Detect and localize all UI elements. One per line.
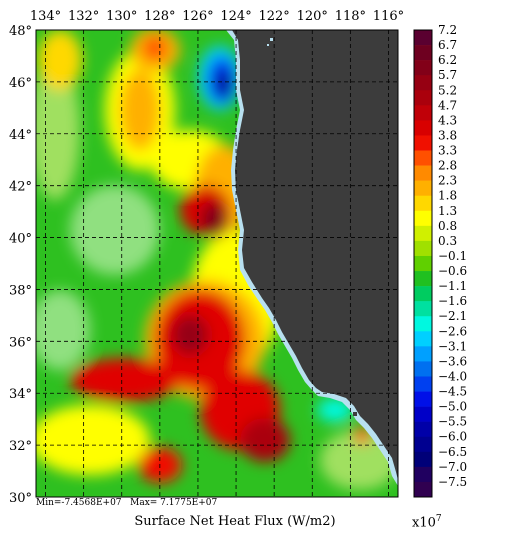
colorbar-swatch [414,240,432,257]
stats-label: Min=-7.4568E+07 Max= 7.1775E+07 [36,498,217,508]
lon-tick-label: 122° [258,9,289,24]
colorbar-swatch [414,421,432,438]
colorbar-swatch [414,210,432,227]
lat-tick-label: 46° [9,76,32,91]
lon-tick-label: 134° [30,9,61,24]
colorbar-label: 6.7 [438,38,457,52]
colorbar-label: −2.1 [438,309,467,323]
colorbar-label: 4.3 [438,113,457,127]
scale-base: x10 [412,515,436,531]
colorbar-swatch [414,225,432,242]
lat-tick-label: 36° [9,335,32,350]
colorbar-swatch [414,481,432,498]
colorbar-label: −6.5 [438,445,467,459]
colorbar-swatch [414,391,432,407]
colorbar-scale: x107 [412,514,442,530]
colorbar-swatch [414,451,432,468]
plot-frame [35,29,399,498]
land-mass [232,30,398,480]
colorbar-label: 1.8 [438,189,457,203]
colorbar-swatch [414,271,432,287]
colorbar-label: −1.1 [438,279,467,293]
colorbar-label: −0.1 [438,249,467,263]
colorbar-label: 2.3 [438,174,457,188]
colorbar-swatch [414,301,432,317]
colorbar-swatch [414,60,432,76]
colorbar-label: 5.7 [438,68,457,82]
colorbar-swatch [414,255,432,272]
graticule [36,30,398,497]
colorbar-swatch [414,361,432,377]
lat-tick-label: 34° [9,387,32,402]
lon-tick-label: 126° [182,9,213,24]
lat-tick-label: 48° [9,24,32,39]
lon-tick-label: 130° [106,9,137,24]
colorbar-label: 3.3 [438,144,457,158]
colorbar-swatch [414,120,432,136]
colorbar-label: 1.3 [438,204,457,218]
colorbar-label: −5.0 [438,400,467,414]
colorbar-swatch [414,165,432,181]
colorbar-swatch [414,45,432,61]
lon-tick-label: 124° [220,9,251,24]
colorbar-label: −7.5 [438,475,467,489]
colorbar-frame [413,29,433,498]
colorbar: 7.26.76.25.75.24.74.33.83.32.82.31.81.30… [413,23,467,498]
lon-tick-label: 118° [335,9,366,24]
colorbar-label: −7.0 [438,460,467,474]
lon-tick-label: 116° [373,9,404,24]
scale-exponent: 7 [435,514,442,524]
lat-tick-label: 30° [9,491,32,506]
lat-tick-label: 42° [9,180,32,195]
lon-tick-label: 120° [297,9,328,24]
lat-tick-label: 38° [9,283,32,298]
stats-min: Min=-7.4568E+07 [36,498,122,508]
lon-tick-label: 132° [68,9,99,24]
colorbar-swatch [414,150,432,166]
colorbar-swatch [414,195,432,212]
colorbar-swatch [414,346,432,362]
colorbar-label: −3.6 [438,354,467,368]
colorbar-label: −1.6 [438,294,467,308]
lat-tick-label: 40° [9,232,32,247]
colorbar-swatch [414,316,432,332]
colorbar-swatch [414,331,432,347]
colorbar-label: 5.2 [438,83,457,97]
colorbar-label: 4.7 [438,98,457,112]
map-title: Surface Net Heat Flux (W/m2) [134,514,336,529]
colorbar-label: −5.5 [438,415,467,429]
colorbar-swatch [414,376,432,392]
colorbar-swatch [414,286,432,302]
lat-tick-label: 32° [9,439,32,454]
colorbar-label: −4.0 [438,369,467,383]
colorbar-label: −2.6 [438,324,467,338]
lon-tick-label: 128° [144,9,175,24]
colorbar-label: 7.2 [438,23,457,37]
latitude-axis: 48° 46° 44° 42° 40° 38° 36° 34° 32° 30° [9,24,32,506]
colorbar-swatch [414,466,432,483]
colorbar-swatch [414,75,432,91]
colorbar-swatch [414,180,432,197]
longitude-axis: 134° 132° 130° 128° 126° 124° 122° 120° 118° 116° [30,9,404,24]
colorbar-swatch [414,105,432,121]
colorbar-label: −6.0 [438,430,467,444]
colorbar-swatch [414,406,432,422]
colorbar-label: 0.3 [438,234,457,248]
colorbar-label: 6.2 [438,53,457,67]
colorbar-label: 3.8 [438,128,457,142]
colorbar-label: −3.1 [438,339,467,353]
lat-tick-label: 44° [9,128,32,143]
stats-max: Max= 7.1775E+07 [130,498,218,508]
colorbar-swatch [414,90,432,106]
colorbar-swatch [414,436,432,453]
colorbar-swatch [414,30,432,46]
colorbar-label: 2.8 [438,159,457,173]
colorbar-label: 0.8 [438,219,457,233]
colorbar-label: −4.5 [438,385,467,399]
colorbar-swatch [414,135,432,151]
colorbar-label: −0.6 [438,264,467,278]
ocean-field [36,30,398,497]
